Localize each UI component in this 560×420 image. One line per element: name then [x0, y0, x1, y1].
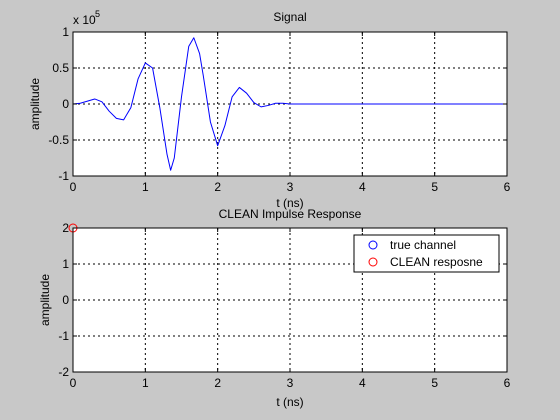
- signal-series: [72, 37, 507, 171]
- impulse-ytick-label: -1: [58, 329, 69, 343]
- signal-exponent-power: 5: [95, 9, 100, 19]
- impulse-yticks: -2 -1 0 1 2: [58, 221, 507, 379]
- impulse-ytick-label: 1: [62, 257, 69, 271]
- signal-xtick-label: 1: [142, 180, 149, 194]
- impulse-xtick-label: 4: [359, 376, 366, 390]
- impulse-ytick-label: 2: [62, 221, 69, 235]
- signal-yticks: -1 -0.5 0 0.5 1: [48, 25, 507, 183]
- signal-ytick-label: -0.5: [48, 133, 69, 147]
- impulse-xticks: 0 1 2 3 4 5 6: [70, 228, 511, 390]
- legend-marker-true-channel: [368, 240, 378, 250]
- impulse-xtick-label: 1: [142, 376, 149, 390]
- signal-xtick-label: 0: [70, 180, 77, 194]
- legend-marker-clean-response: [368, 257, 378, 267]
- signal-ytick-label: 0.5: [52, 61, 69, 75]
- signal-title: Signal: [273, 10, 306, 24]
- signal-xtick-label: 5: [431, 180, 438, 194]
- legend: true channel CLEAN resposne: [353, 234, 500, 273]
- impulse-xlabel: t (ns): [276, 395, 303, 409]
- signal-xticks: 0 1 2 3 4 5 6: [70, 32, 511, 194]
- impulse-ytick-label: -2: [58, 365, 69, 379]
- signal-xtick-label: 4: [359, 180, 366, 194]
- impulse-axes: 0 1 2 3 4 5 6 -2 -1 0 1 2 CLEAN Impulse Response t…: [38, 207, 511, 409]
- signal-ytick-label: 0: [62, 97, 69, 111]
- signal-exponent-label: x 10: [73, 13, 96, 27]
- impulse-ytick-label: 0: [62, 293, 69, 307]
- impulse-xtick-label: 5: [431, 376, 438, 390]
- impulse-xtick-label: 6: [504, 376, 511, 390]
- impulse-ylabel: amplitude: [38, 274, 52, 326]
- impulse-xtick-label: 2: [214, 376, 221, 390]
- signal-ytick-label: 1: [62, 25, 69, 39]
- signal-axes: 0 1 2 3 4 5 6 -1 -0.5 0 0.5 1 Signal t (ns) amplit…: [28, 9, 511, 210]
- signal-ytick-label: -1: [58, 169, 69, 183]
- signal-xlabel: t (ns): [276, 196, 303, 210]
- legend-box: [353, 234, 500, 273]
- impulse-title: CLEAN Impulse Response: [219, 207, 362, 221]
- signal-xtick-label: 6: [504, 180, 511, 194]
- legend-label-true-channel: true channel: [390, 238, 456, 252]
- legend-label-clean-response: CLEAN resposne: [390, 255, 483, 269]
- impulse-xtick-label: 0: [70, 376, 77, 390]
- impulse-xtick-label: 3: [287, 376, 294, 390]
- signal-xtick-label: 3: [287, 180, 294, 194]
- signal-xtick-label: 2: [214, 180, 221, 194]
- signal-series-line: [72, 37, 507, 171]
- signal-ylabel: amplitude: [28, 78, 42, 130]
